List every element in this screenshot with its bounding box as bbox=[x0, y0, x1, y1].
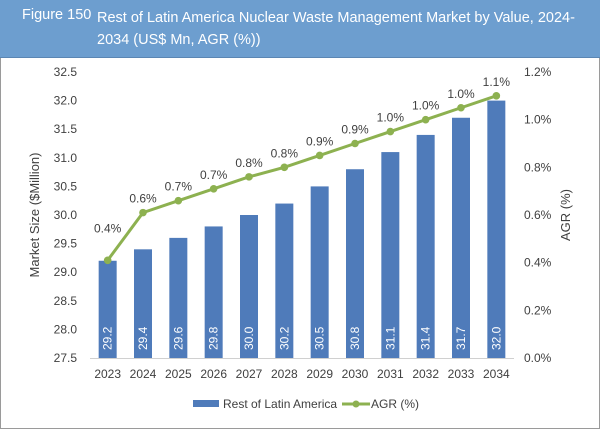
y2-tick-label: 0.4% bbox=[524, 256, 552, 270]
y2-tick-label: 0.2% bbox=[524, 303, 552, 317]
bar-2034 bbox=[487, 100, 506, 358]
agr-value-label: 0.8% bbox=[235, 156, 263, 170]
agr-value-label: 0.9% bbox=[341, 123, 369, 137]
agr-value-label: 1.0% bbox=[412, 99, 440, 113]
bar-value-label: 30.5 bbox=[313, 326, 327, 350]
bar-value-label: 31.7 bbox=[454, 326, 468, 350]
bar-2033 bbox=[452, 117, 470, 358]
agr-value-label: 0.6% bbox=[129, 192, 157, 206]
y-axis-title: Market Size ($Million) bbox=[27, 153, 42, 278]
x-tick-label: 2025 bbox=[165, 367, 192, 381]
x-tick-label: 2029 bbox=[306, 367, 333, 381]
agr-value-label: 0.9% bbox=[306, 134, 334, 148]
y2-tick-label: 1.0% bbox=[524, 113, 552, 127]
bar-value-label: 29.2 bbox=[101, 326, 115, 350]
x-tick-label: 2023 bbox=[94, 367, 121, 381]
bar-value-label: 32.0 bbox=[489, 326, 503, 350]
agr-value-label: 0.4% bbox=[94, 221, 122, 235]
y-tick-label: 31.5 bbox=[54, 122, 78, 136]
y-tick-label: 27.5 bbox=[54, 351, 78, 365]
agr-marker-2030 bbox=[351, 139, 359, 148]
bar-value-label: 29.6 bbox=[171, 326, 185, 350]
bar-data-labels: 29.2 29.4 29.6 29.8 30.0 30.2 30.5 30.8 31.1 31.4… bbox=[101, 326, 504, 350]
agr-marker-2029 bbox=[315, 151, 324, 160]
bar-value-label: 29.4 bbox=[136, 326, 150, 350]
agr-marker-2031 bbox=[386, 127, 395, 136]
agr-value-label: 1.0% bbox=[447, 87, 475, 101]
agr-marker-2024 bbox=[139, 208, 147, 217]
agr-line bbox=[106, 94, 497, 262]
bar-series bbox=[98, 100, 506, 358]
agr-marker-2033 bbox=[457, 103, 465, 112]
legend: Rest of Latin America AGR (%) bbox=[193, 397, 419, 411]
agr-marker-2028 bbox=[280, 163, 289, 172]
y2-axis-title: AGR (%) bbox=[558, 189, 573, 241]
y2-tick-label: 1.2% bbox=[524, 65, 552, 79]
y-tick-label: 30.0 bbox=[54, 208, 78, 222]
y-axis-left: 27.5 28.0 28.5 29.0 29.5 30.0 30.5 31.0 31.5 32.0… bbox=[54, 65, 78, 365]
bar-2027 bbox=[240, 215, 258, 358]
y-tick-label: 29.5 bbox=[54, 237, 78, 251]
bar-value-label: 31.4 bbox=[419, 326, 433, 350]
agr-marker-2027 bbox=[245, 173, 253, 181]
bar-2024 bbox=[134, 249, 152, 358]
x-tick-label: 2031 bbox=[377, 367, 404, 381]
bar-2030 bbox=[346, 169, 364, 358]
bar-value-label: 30.8 bbox=[348, 326, 362, 350]
bar-value-label: 30.0 bbox=[242, 326, 256, 350]
agr-data-labels: 0.4% 0.6% 0.7% 0.7% 0.8% 0.8% 0.9% 0.9% 1.0% 1.0%… bbox=[94, 75, 510, 235]
x-tick-label: 2032 bbox=[412, 367, 439, 381]
bar-value-label: 29.8 bbox=[207, 326, 221, 350]
agr-value-label: 1.1% bbox=[483, 75, 511, 89]
agr-marker-2026 bbox=[209, 184, 218, 193]
x-tick-label: 2034 bbox=[483, 367, 510, 381]
agr-marker-2023 bbox=[103, 256, 112, 265]
legend-swatch-bar bbox=[193, 400, 219, 407]
bar-2031 bbox=[381, 152, 400, 358]
y-axis-right: 0.0% 0.2% 0.4% 0.6% 0.8% 1.0% 1.2% bbox=[524, 65, 552, 365]
bar-2023 bbox=[98, 260, 117, 358]
y2-tick-label: 0.6% bbox=[524, 208, 552, 222]
legend-label-bar: Rest of Latin America bbox=[223, 397, 337, 411]
bar-2026 bbox=[204, 226, 223, 358]
bar-2025 bbox=[169, 237, 188, 358]
y-tick-label: 31.0 bbox=[54, 151, 78, 165]
figure-title: Rest of Latin America Nuclear Waste Mana… bbox=[97, 10, 575, 48]
bar-2029 bbox=[310, 186, 329, 358]
y2-tick-label: 0.8% bbox=[524, 160, 552, 174]
x-tick-label: 2024 bbox=[130, 367, 157, 381]
bar-value-label: 31.1 bbox=[383, 326, 397, 350]
x-tick-label: 2030 bbox=[342, 367, 369, 381]
x-tick-label: 2026 bbox=[200, 367, 227, 381]
x-tick-label: 2033 bbox=[448, 367, 475, 381]
x-tick-label: 2028 bbox=[271, 367, 298, 381]
agr-marker-2034 bbox=[492, 92, 501, 100]
x-tick-label: 2027 bbox=[236, 367, 263, 381]
agr-value-label: 1.0% bbox=[377, 111, 405, 125]
y-tick-label: 29.0 bbox=[54, 265, 78, 279]
figure-label: Figure 150 bbox=[22, 7, 92, 23]
y-tick-label: 32.0 bbox=[54, 94, 78, 108]
y-tick-label: 32.5 bbox=[54, 65, 78, 79]
agr-marker-2025 bbox=[174, 196, 183, 205]
x-axis: 2023 2024 2025 2026 2027 2028 2029 2030 2031 2032… bbox=[94, 367, 510, 381]
agr-value-label: 0.7% bbox=[200, 168, 228, 182]
bar-value-label: 30.2 bbox=[277, 326, 291, 350]
agr-value-label: 0.8% bbox=[271, 146, 299, 160]
y-tick-label: 28.0 bbox=[54, 322, 78, 336]
agr-marker-2032 bbox=[421, 115, 430, 124]
bar-2032 bbox=[416, 134, 435, 358]
legend-swatch-marker bbox=[352, 400, 360, 408]
agr-value-label: 0.7% bbox=[165, 180, 193, 194]
agr-line-series bbox=[103, 92, 501, 265]
bar-2028 bbox=[275, 203, 294, 358]
figure-title-bar: Figure 150 Rest of Latin America Nuclear… bbox=[0, 0, 600, 58]
y2-tick-label: 0.0% bbox=[524, 351, 552, 365]
y-tick-label: 30.5 bbox=[54, 179, 78, 193]
legend-label-line: AGR (%) bbox=[371, 397, 419, 411]
y-tick-label: 28.5 bbox=[54, 294, 78, 308]
